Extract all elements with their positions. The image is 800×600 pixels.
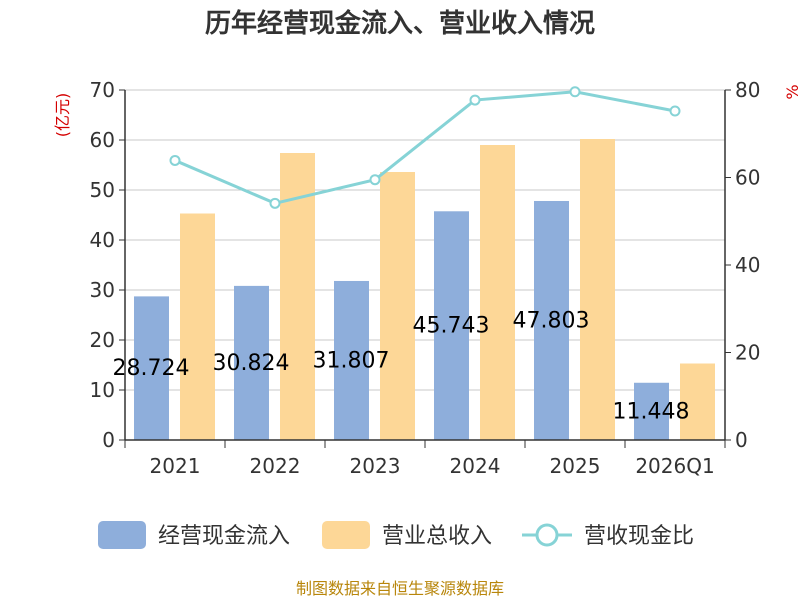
- ratio-point-2025: [569, 86, 581, 98]
- right-tick-label: 0: [735, 428, 748, 452]
- ratio-line-path: [174, 90, 676, 205]
- right-tick-label: 40: [735, 253, 760, 277]
- source-note: 制图数据来自恒生聚源数据库: [296, 579, 504, 598]
- left-tick-label: 30: [90, 278, 115, 302]
- data-label-cash-inflow-2021: 28.724: [113, 356, 190, 381]
- right-tick-label: 20: [735, 341, 760, 365]
- x-tick-label-2025: 2025: [550, 454, 601, 478]
- x-tick-label-2021: 2021: [150, 454, 201, 478]
- x-tick-label-2022: 2022: [250, 454, 301, 478]
- legend-label-ratio: 营收现金比: [584, 524, 694, 549]
- legend-swatch-revenue: [322, 521, 370, 549]
- x-tick-label-2026Q1: 2026Q1: [635, 454, 714, 478]
- ratio-line: [169, 86, 681, 209]
- right-axis-unit: %: [783, 84, 800, 99]
- data-labels: 28.724 30.824 31.807 45.743 47.803 11.448: [113, 308, 690, 424]
- bar-revenue-2025: [580, 139, 615, 440]
- left-tick-label: 70: [90, 78, 115, 102]
- ratio-point-2022: [269, 197, 281, 209]
- legend-label-revenue: 营业总收入: [382, 524, 492, 549]
- data-label-cash-inflow-2024: 45.743: [413, 314, 490, 339]
- bar-cash-inflow-2023: [334, 280, 369, 440]
- bar-cash-inflow-2022: [234, 285, 269, 440]
- ratio-point-2026Q1: [669, 105, 681, 117]
- x-axis-ticks: 2021 2022 2023 2024 2025 2026Q1: [124, 440, 726, 478]
- data-label-cash-inflow-2026Q1: 11.448: [613, 399, 690, 424]
- data-label-cash-inflow-2025: 47.803: [513, 308, 590, 333]
- left-axis-unit: (亿元): [53, 93, 72, 138]
- left-tick-label: 40: [90, 228, 115, 252]
- legend: 经营现金流入 营业总收入 营收现金比: [98, 521, 694, 549]
- legend-swatch-cash-inflow: [98, 521, 146, 549]
- bar-cash-inflow-2025: [534, 200, 569, 440]
- legend-label-cash-inflow: 经营现金流入: [158, 524, 290, 549]
- x-tick-label-2024: 2024: [450, 454, 501, 478]
- left-tick-label: 20: [90, 328, 115, 352]
- bar-revenue-2023: [380, 172, 415, 440]
- right-axis-ticks: 0 20 40 60 80: [725, 78, 760, 452]
- chart-title: 历年经营现金流入、营业收入情况: [205, 8, 595, 39]
- bar-cash-inflow-2026Q1: [634, 382, 669, 440]
- left-tick-label: 10: [90, 378, 115, 402]
- legend-marker-ratio: [535, 523, 559, 547]
- ratio-point-2023: [369, 174, 381, 186]
- left-tick-label: 0: [102, 428, 115, 452]
- left-tick-label: 60: [90, 128, 115, 152]
- bar-cash-inflow-2021: [134, 296, 169, 440]
- right-tick-label: 60: [735, 166, 760, 190]
- bar-revenue-2024: [480, 145, 515, 440]
- ratio-point-2024: [469, 94, 481, 106]
- bar-cash-inflow-2024: [434, 211, 469, 440]
- bar-revenue-2021: [180, 213, 215, 440]
- ratio-point-2021: [169, 154, 181, 166]
- data-label-cash-inflow-2022: 30.824: [213, 351, 290, 376]
- left-tick-label: 50: [90, 178, 115, 202]
- x-tick-label-2023: 2023: [350, 454, 401, 478]
- bar-revenue-2026Q1: [680, 363, 715, 440]
- bars: [134, 139, 715, 440]
- left-axis-ticks: 0 10 20 30 40 50 60 70: [90, 78, 125, 452]
- right-tick-label: 80: [735, 78, 760, 102]
- data-label-cash-inflow-2023: 31.807: [313, 348, 390, 373]
